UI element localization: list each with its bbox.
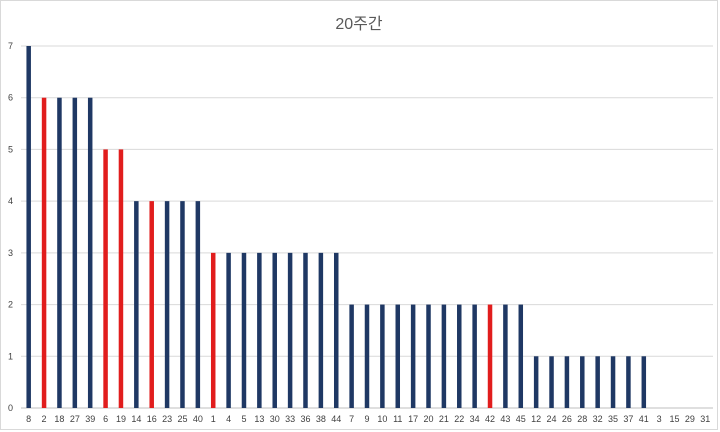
x-tick-label: 33 <box>285 414 295 424</box>
bar-41 <box>641 356 647 408</box>
x-tick-label: 19 <box>116 414 126 424</box>
x-tick-label: 7 <box>349 414 354 424</box>
x-tick-label: 27 <box>70 414 80 424</box>
bar-8 <box>26 46 31 408</box>
bar-9 <box>364 304 370 408</box>
x-tick-label: 30 <box>270 414 280 424</box>
bar-22 <box>457 304 462 408</box>
x-tick-label: 12 <box>531 414 541 424</box>
y-tick-label: 6 <box>8 93 13 103</box>
x-tick-label: 22 <box>454 414 464 424</box>
bar-27 <box>72 97 78 408</box>
x-tick-label: 45 <box>516 414 526 424</box>
x-tick-label: 35 <box>608 414 618 424</box>
x-tick-label: 3 <box>657 414 662 424</box>
y-tick-label: 1 <box>8 351 13 361</box>
x-tick-label: 25 <box>177 414 187 424</box>
bar-32 <box>595 356 600 408</box>
bar-33 <box>287 252 293 408</box>
x-tick-label: 40 <box>193 414 203 424</box>
x-tick-label: 38 <box>316 414 326 424</box>
x-tick-label: 14 <box>131 414 141 424</box>
bar-6 <box>103 149 108 408</box>
bar-20 <box>426 304 431 408</box>
x-tick-label: 26 <box>562 414 572 424</box>
x-tick-label: 16 <box>147 414 157 424</box>
x-tick-label: 17 <box>408 414 418 424</box>
y-tick-label: 4 <box>8 196 13 206</box>
x-tick-label: 37 <box>623 414 633 424</box>
bar-11 <box>395 304 401 408</box>
bar-25 <box>180 201 185 408</box>
y-tick-label: 2 <box>8 300 13 310</box>
bar-21 <box>441 304 447 408</box>
bar-17 <box>410 304 416 408</box>
bar-14 <box>134 201 139 408</box>
x-tick-label: 21 <box>439 414 449 424</box>
bar-7 <box>349 304 354 408</box>
bar-2 <box>41 97 47 408</box>
x-tick-label: 43 <box>500 414 510 424</box>
x-tick-label: 41 <box>639 414 649 424</box>
bar-26 <box>564 356 570 408</box>
chart-title: 20주간 <box>335 16 383 33</box>
bar-1 <box>210 252 216 408</box>
x-tick-label: 8 <box>26 414 31 424</box>
x-tick-label: 9 <box>364 414 369 424</box>
x-tick-label: 4 <box>226 414 231 424</box>
bar-4 <box>226 252 231 408</box>
bar-12 <box>533 356 539 408</box>
x-tick-label: 1 <box>211 414 216 424</box>
bar-42 <box>487 304 493 408</box>
x-tick-label: 36 <box>300 414 310 424</box>
x-tick-label: 6 <box>103 414 108 424</box>
bar-35 <box>610 356 616 408</box>
x-tick-label: 42 <box>485 414 495 424</box>
x-tick-label: 5 <box>241 414 246 424</box>
x-tick-label: 23 <box>162 414 172 424</box>
bar-37 <box>626 356 631 408</box>
bar-23 <box>164 201 170 408</box>
x-tick-label: 24 <box>547 414 557 424</box>
bar-43 <box>503 304 508 408</box>
bar-38 <box>318 252 324 408</box>
bar-10 <box>380 304 385 408</box>
bar-44 <box>333 252 339 408</box>
x-tick-label: 10 <box>377 414 387 424</box>
y-tick-label: 3 <box>8 248 13 258</box>
x-tick-label: 20 <box>424 414 434 424</box>
bar-39 <box>87 97 93 408</box>
x-tick-label: 31 <box>700 414 710 424</box>
bar-24 <box>549 356 554 408</box>
bar-19 <box>118 149 124 408</box>
x-tick-label: 11 <box>393 414 402 424</box>
x-tick-label: 34 <box>470 414 480 424</box>
bar-30 <box>272 252 277 408</box>
x-tick-label: 29 <box>685 414 695 424</box>
bar-13 <box>257 252 262 408</box>
bar-16 <box>149 201 154 408</box>
x-tick-label: 13 <box>254 414 264 424</box>
x-tick-label: 44 <box>331 414 341 424</box>
y-tick-label: 7 <box>8 41 13 51</box>
bar-34 <box>472 304 477 408</box>
bar-28 <box>580 356 585 408</box>
x-tick-label: 15 <box>670 414 680 424</box>
y-tick-label: 0 <box>8 403 13 413</box>
x-tick-label: 32 <box>593 414 603 424</box>
bar-45 <box>518 304 524 408</box>
x-tick-label: 28 <box>577 414 587 424</box>
bar-18 <box>57 97 62 408</box>
x-tick-label: 18 <box>54 414 64 424</box>
bar-40 <box>195 201 201 408</box>
bar-36 <box>303 252 308 408</box>
x-tick-label: 39 <box>85 414 95 424</box>
y-tick-label: 5 <box>8 144 13 154</box>
x-tick-label: 2 <box>42 414 47 424</box>
bar-5 <box>241 252 247 408</box>
